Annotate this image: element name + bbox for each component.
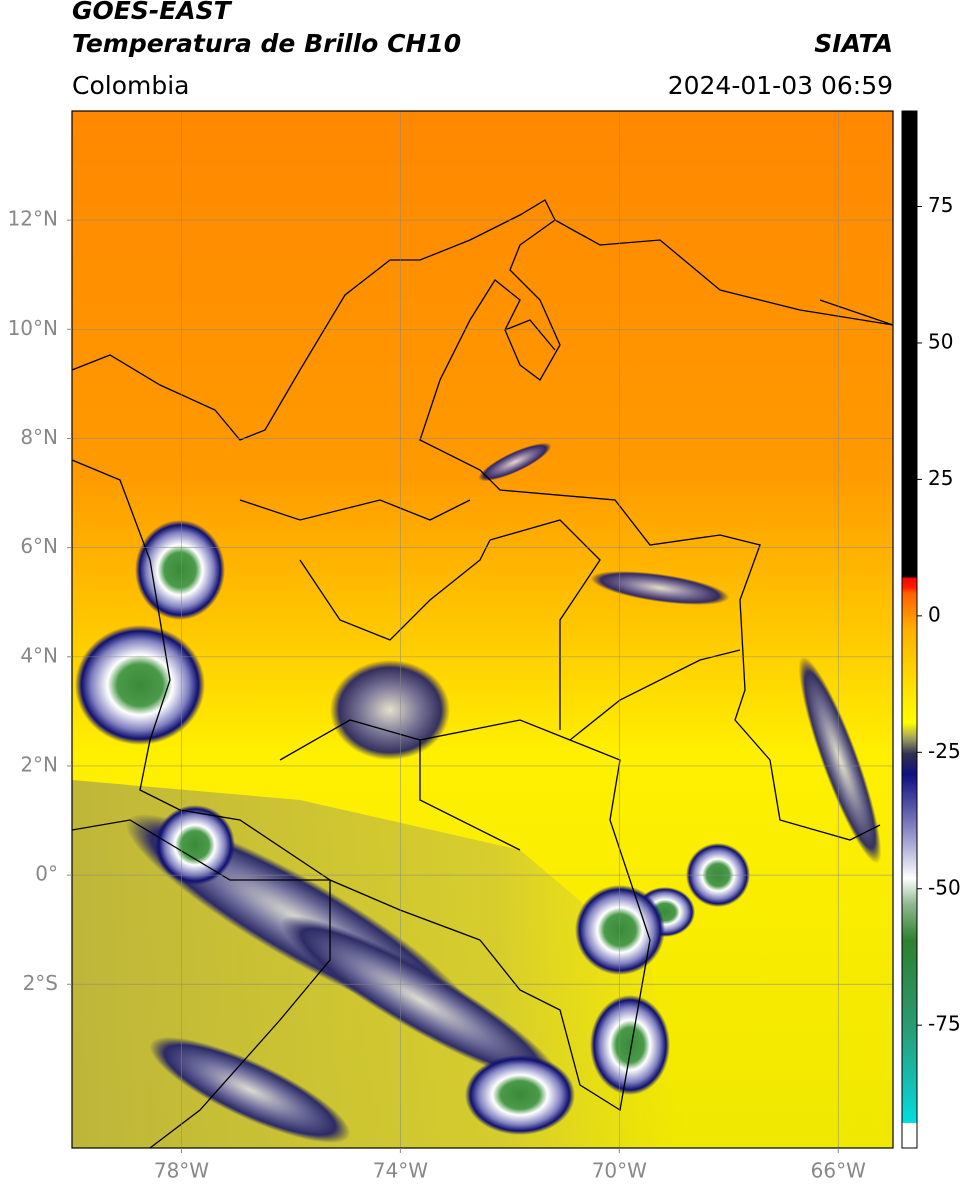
colorbar-label: 0 bbox=[928, 602, 941, 626]
x-tick-label: 70°W bbox=[592, 1159, 647, 1183]
datetime: 2024-01-03 06:59 bbox=[668, 71, 893, 100]
x-tick-label: 74°W bbox=[373, 1159, 428, 1183]
y-tick-label: 6°N bbox=[20, 534, 58, 558]
colorbar bbox=[901, 110, 918, 1149]
y-tick-label: 2°S bbox=[23, 971, 58, 995]
colorbar-label: 25 bbox=[928, 466, 953, 490]
region: Colombia bbox=[72, 71, 189, 100]
y-tick-label: 8°N bbox=[20, 425, 58, 449]
source: SIATA bbox=[814, 29, 893, 58]
y-tick-label: 0° bbox=[35, 862, 58, 886]
y-tick-label: 4°N bbox=[20, 643, 58, 667]
x-tick-label: 78°W bbox=[154, 1159, 209, 1183]
colorbar-label: -25 bbox=[928, 739, 961, 763]
grid bbox=[72, 111, 893, 1148]
colorbar-label: 75 bbox=[928, 193, 953, 217]
y-tick-label: 2°N bbox=[20, 752, 58, 776]
map-image bbox=[72, 111, 893, 1148]
colorbar-label: -50 bbox=[928, 875, 961, 899]
colorbar-label: 50 bbox=[928, 329, 953, 353]
subtitle: Temperatura de Brillo CH10 bbox=[72, 29, 461, 58]
y-tick-label: 12°N bbox=[8, 207, 58, 231]
borders bbox=[72, 199, 893, 1148]
title: GOES-EAST bbox=[72, 0, 233, 25]
map-frame bbox=[71, 110, 894, 1149]
colorbar-label: -75 bbox=[928, 1012, 961, 1036]
y-tick-label: 10°N bbox=[8, 316, 58, 340]
x-tick-label: 66°W bbox=[811, 1159, 866, 1183]
